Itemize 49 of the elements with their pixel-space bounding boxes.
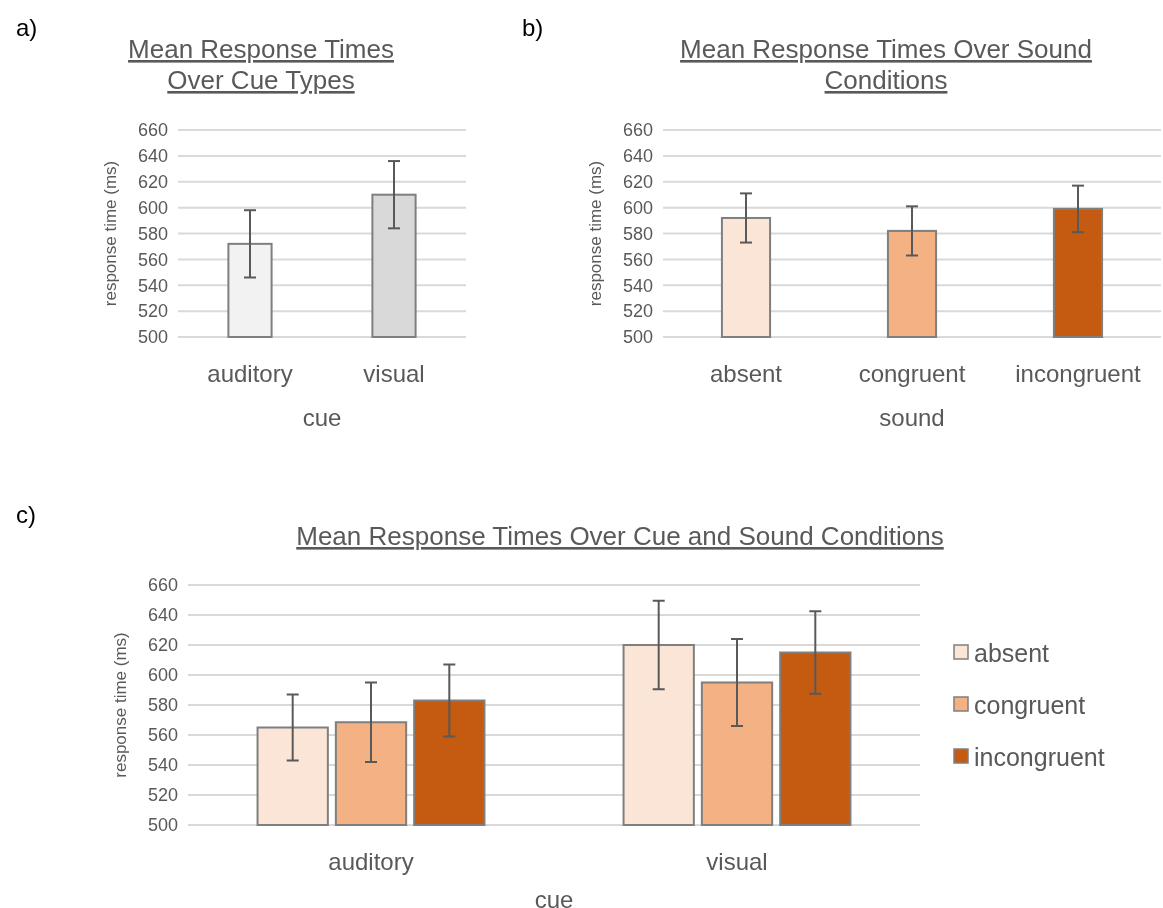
legend-label: congruent xyxy=(974,690,1086,719)
x-tick-label: auditory xyxy=(207,360,293,387)
legend-label: absent xyxy=(974,638,1050,667)
y-tick-label: 640 xyxy=(137,146,168,167)
chart-title: Mean Response Times Over Cue and Sound Conditions xyxy=(296,521,944,551)
text: a) xyxy=(16,14,38,41)
chart-title: Mean Response Times Over Sound Conditions xyxy=(680,34,1092,95)
y-tick-label: 620 xyxy=(622,172,653,193)
y-tick-label: 540 xyxy=(137,275,168,296)
y-tick-label: 520 xyxy=(622,301,653,322)
x-tick-label: congruent xyxy=(858,360,966,387)
y-tick-label: 580 xyxy=(147,695,178,716)
y-tick-label: 580 xyxy=(622,223,653,244)
y-tick-label: 600 xyxy=(147,665,178,686)
y-tick-label: 540 xyxy=(147,755,178,776)
y-tick-label: 660 xyxy=(137,120,168,141)
y-tick-label: 560 xyxy=(622,249,653,270)
y-tick-label: 660 xyxy=(622,120,653,141)
y-tick-label: 640 xyxy=(147,605,178,626)
y-tick-label: 600 xyxy=(137,197,168,218)
y-axis-title: response time (ms) xyxy=(111,632,130,778)
y-tick-label: 520 xyxy=(147,785,178,806)
y-tick-label: 500 xyxy=(137,327,168,348)
y-axis-title: response time (ms) xyxy=(101,160,120,307)
text: b) xyxy=(522,14,544,41)
x-tick-label: auditory xyxy=(328,848,414,875)
x-axis-title: sound xyxy=(879,404,945,431)
x-axis-title: cue xyxy=(302,404,342,431)
y-tick-label: 600 xyxy=(622,197,653,218)
y-tick-label: 560 xyxy=(147,725,178,746)
y-tick-label: 640 xyxy=(622,146,653,167)
y-tick-label: 500 xyxy=(147,815,178,836)
y-tick-label: 620 xyxy=(137,172,168,193)
x-tick-label: visual xyxy=(706,848,768,875)
y-tick-label: 560 xyxy=(137,249,168,270)
x-axis-title: cue xyxy=(534,886,574,908)
x-tick-label: absent xyxy=(709,360,783,387)
y-tick-label: 540 xyxy=(622,275,653,296)
y-tick-label: 520 xyxy=(137,301,168,322)
text: c) xyxy=(16,501,36,528)
y-tick-label: 500 xyxy=(622,327,653,348)
y-tick-label: 620 xyxy=(147,635,178,656)
chart-title: Mean Response Times Over Cue Types xyxy=(128,34,394,95)
x-tick-label: visual xyxy=(363,360,425,387)
y-tick-label: 660 xyxy=(147,575,178,596)
y-tick-label: 580 xyxy=(137,223,168,244)
x-tick-label: incongruent xyxy=(1015,360,1142,387)
y-axis-title: response time (ms) xyxy=(586,160,605,307)
legend-label: incongruent xyxy=(974,742,1105,771)
